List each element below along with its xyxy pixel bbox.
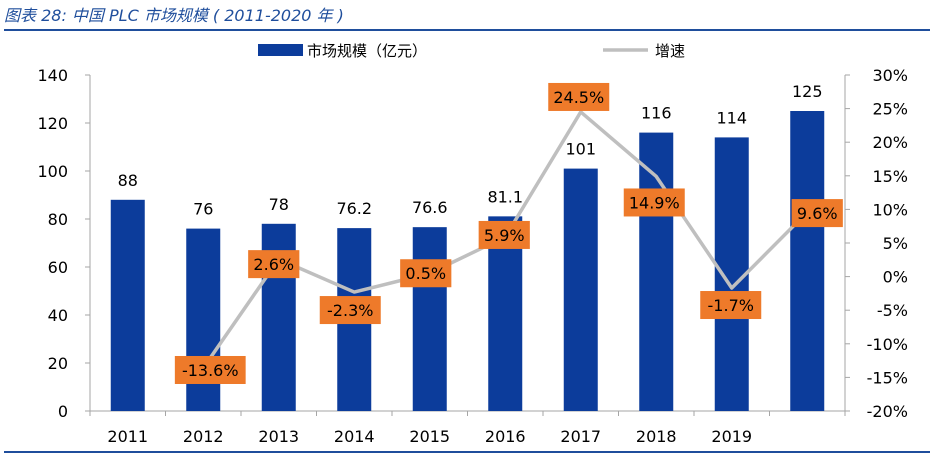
growth-value-label: 2.6% (253, 255, 294, 274)
y-right-tick-label: -20% (867, 402, 908, 421)
y-right-tick-label: 10% (872, 200, 908, 219)
growth-callout-box (478, 220, 530, 249)
y-left-tick-label: 0 (58, 402, 68, 421)
growth-callout-box (623, 188, 685, 217)
figure-title: 图表 28: 中国 PLC 市场规模 ( 2011-2020 年 ) (4, 6, 344, 25)
y-right-tick-label: 30% (872, 66, 908, 85)
bar (412, 227, 447, 411)
y-right-tick-label: -10% (867, 335, 908, 354)
bar-value-label: 76 (193, 200, 213, 219)
y-left-tick-label: 140 (37, 66, 68, 85)
x-tick-label: 2019 (711, 427, 752, 446)
growth-value-label: 24.5% (553, 88, 604, 107)
growth-callout-box (319, 296, 381, 325)
y-left-tick-label: 80 (48, 210, 68, 229)
growth-value-label: 5.9% (484, 226, 525, 245)
x-tick-label: 2015 (409, 427, 450, 446)
growth-callout-box (700, 291, 762, 320)
growth-value-label: -2.3% (327, 301, 373, 320)
bar (790, 111, 825, 411)
legend-bar-label: 市场规模（亿元） (307, 42, 427, 60)
y-left-tick-label: 20 (48, 354, 68, 373)
x-tick-label: 2017 (560, 427, 601, 446)
growth-value-label: 0.5% (405, 264, 446, 283)
legend-line-label: 增速 (655, 42, 685, 60)
x-tick-label: 2012 (183, 427, 224, 446)
bar-value-label: 78 (269, 195, 289, 214)
bar-value-label: 88 (118, 171, 138, 190)
legend-bar-swatch (258, 44, 303, 56)
x-tick-label: 2014 (334, 427, 375, 446)
bar-value-label: 81.1 (487, 187, 523, 206)
y-right-tick-label: 20% (872, 133, 908, 152)
growth-callout-box (400, 259, 452, 288)
x-tick-label: 2011 (107, 427, 148, 446)
footer-rule (4, 451, 930, 453)
bar-value-label: 76.6 (412, 198, 448, 217)
y-right-tick-label: 0% (883, 268, 908, 287)
growth-value-label: 14.9% (629, 193, 680, 212)
growth-value-label: -13.6% (182, 361, 239, 380)
bar-value-label: 116 (641, 104, 672, 123)
bar (563, 168, 598, 411)
y-right-tick-label: 25% (872, 100, 908, 119)
x-tick-label: 2013 (258, 427, 299, 446)
y-left-tick-label: 120 (37, 114, 68, 133)
y-left-tick-label: 40 (48, 306, 68, 325)
growth-callout-box (548, 82, 610, 111)
growth-callout-box (791, 199, 843, 228)
growth-value-label: -1.7% (708, 296, 754, 315)
growth-value-label: 9.6% (797, 204, 838, 223)
x-tick-label: 2018 (636, 427, 677, 446)
y-right-tick-label: 5% (883, 234, 908, 253)
bar-value-label: 76.2 (336, 199, 372, 218)
x-tick-label: 2016 (485, 427, 526, 446)
y-right-tick-label: 15% (872, 167, 908, 186)
title-rule (4, 29, 930, 31)
bar-value-label: 114 (716, 108, 747, 127)
y-right-tick-label: -15% (867, 368, 908, 387)
bar-value-label: 101 (565, 140, 596, 159)
y-left-tick-label: 60 (48, 258, 68, 277)
bar (110, 199, 145, 411)
growth-callout-box (248, 250, 300, 279)
y-right-tick-label: -5% (877, 301, 908, 320)
growth-callout-box (174, 355, 246, 384)
bar-value-label: 125 (792, 82, 823, 101)
y-left-tick-label: 100 (37, 162, 68, 181)
